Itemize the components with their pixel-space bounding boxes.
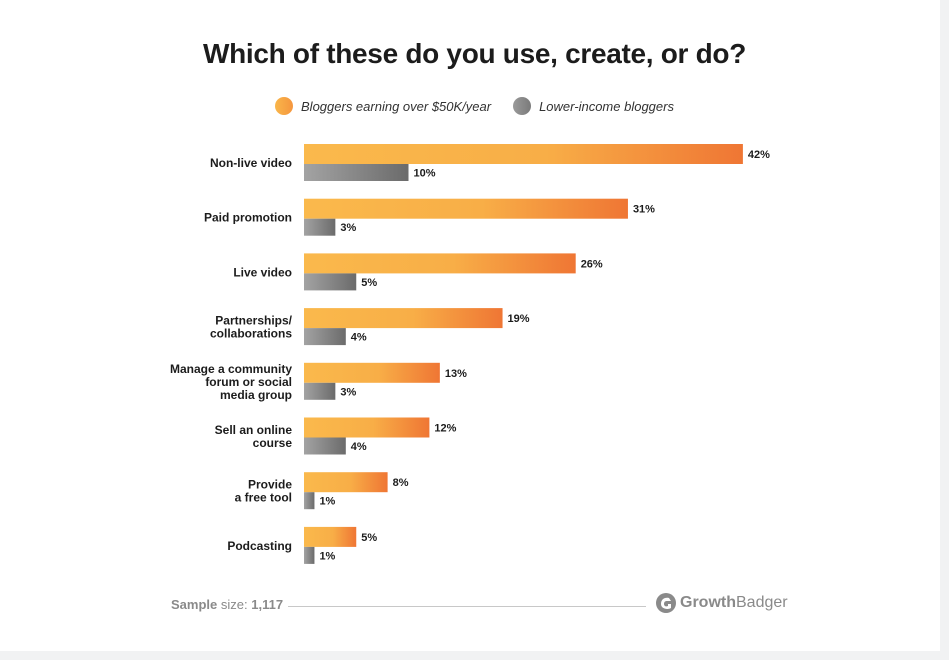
category-label: course (253, 436, 293, 450)
legend-swatch-low-income (513, 97, 532, 115)
data-label-low-income: 1% (319, 496, 335, 508)
bar-low-income (304, 328, 346, 346)
category-label: Partnerships/ (215, 314, 292, 328)
sample-size-label: Sample (171, 597, 218, 612)
data-label-high-income: 31% (633, 204, 655, 216)
legend-item-high-income: Bloggers earning over $50K/year (275, 97, 491, 115)
bar-group: Live video 26% 5% (233, 253, 603, 291)
page-edge-bottom (0, 651, 949, 660)
bar-group: Podcasting 5% 1% (227, 526, 377, 564)
category-label: Provide (248, 478, 292, 492)
data-label-low-income: 3% (340, 386, 356, 398)
bar-high-income (304, 144, 743, 164)
bar-group: Non-live video 42% 10% (210, 144, 770, 181)
bar-group: Paid promotion 31% 3% (204, 198, 655, 236)
page-edge-right (940, 0, 949, 660)
legend-label-high-income: Bloggers earning over $50K/year (301, 98, 492, 114)
category-label: forum or social (205, 375, 292, 389)
data-label-high-income: 8% (393, 477, 409, 489)
data-label-high-income: 42% (748, 149, 770, 161)
bar-low-income (304, 218, 336, 236)
bar-high-income (304, 417, 430, 438)
sample-size-note: Sample size: 1,117 (171, 597, 283, 612)
bar-low-income (304, 273, 357, 291)
category-label: a free tool (235, 491, 292, 505)
bar-high-income (304, 472, 388, 493)
brand-name-part2: Badger (736, 594, 788, 611)
brand-logo: GrowthBadger (655, 592, 788, 614)
data-label-high-income: 19% (508, 313, 530, 325)
bar-low-income (304, 437, 346, 455)
legend-item-low-income: Lower-income bloggers (513, 97, 674, 115)
data-label-high-income: 12% (434, 423, 456, 435)
data-label-low-income: 4% (351, 332, 367, 344)
bar-low-income (304, 546, 315, 564)
data-label-low-income: 3% (340, 222, 356, 234)
data-label-low-income: 10% (414, 168, 436, 180)
bar-high-income (304, 526, 357, 547)
category-label: Podcasting (227, 539, 292, 553)
category-label: collaborations (210, 327, 292, 341)
category-label: Paid promotion (204, 211, 292, 225)
bar-low-income (304, 164, 409, 181)
bar-group: Partnerships/collaborations 19% 4% (210, 308, 530, 346)
category-label: Non-live video (210, 156, 292, 170)
bar-high-income (304, 362, 440, 383)
bar-high-income (304, 308, 503, 329)
sample-size-word: size: (220, 597, 248, 612)
bar-low-income (304, 382, 336, 400)
category-label: Sell an online (215, 423, 293, 437)
footer-divider (288, 606, 646, 607)
sample-size-value: 1,117 (251, 597, 284, 612)
bar-high-income (304, 198, 628, 219)
category-label: Manage a community (170, 362, 292, 376)
legend-label-low-income: Lower-income bloggers (539, 98, 674, 114)
brand-name-part1: Growth (680, 594, 736, 611)
category-label: media group (220, 388, 292, 402)
chart-title: Which of these do you use, create, or do… (202, 38, 747, 69)
data-label-high-income: 13% (445, 368, 467, 380)
data-label-high-income: 5% (361, 532, 377, 544)
category-label: Live video (233, 265, 292, 279)
chart-legend: Bloggers earning over $50K/year Lower-in… (0, 97, 949, 115)
data-label-low-income: 4% (351, 441, 367, 453)
bar-high-income (304, 253, 576, 274)
data-label-low-income: 5% (361, 277, 377, 289)
data-label-low-income: 1% (319, 550, 335, 562)
bar-low-income (304, 492, 315, 510)
legend-swatch-high-income (275, 97, 294, 115)
data-label-high-income: 26% (581, 258, 603, 270)
growthbadger-logo-icon (656, 593, 676, 613)
